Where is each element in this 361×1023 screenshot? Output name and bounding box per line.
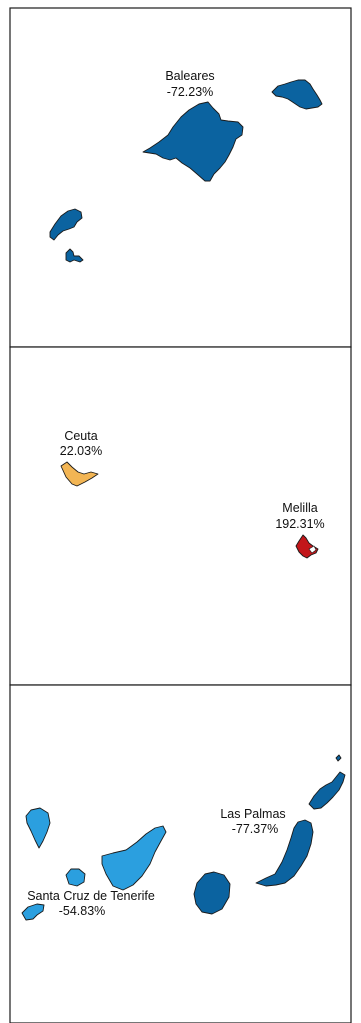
- baleares-panel-frame: [9, 7, 352, 348]
- region-baleares[interactable]: Baleares -72.23%: [49, 69, 323, 263]
- ceuta-label: Ceuta: [64, 429, 97, 443]
- region-las-palmas[interactable]: Las Palmas -77.37%: [193, 754, 346, 915]
- ceuta-melilla-panel-frame: [9, 346, 352, 686]
- menorca-shape: [271, 79, 323, 110]
- gran-canaria-shape: [193, 871, 231, 915]
- baleares-value: -72.23%: [167, 85, 214, 99]
- formentera-shape: [65, 248, 84, 263]
- las-palmas-value: -77.37%: [232, 822, 279, 836]
- melilla-value: 192.31%: [275, 517, 324, 531]
- region-ceuta[interactable]: Ceuta 22.03%: [60, 429, 102, 487]
- santa-cruz-value: -54.83%: [59, 904, 106, 918]
- lanzarote-shape: [308, 771, 346, 810]
- las-palmas-label: Las Palmas: [220, 807, 285, 821]
- melilla-port-notch: [308, 545, 317, 554]
- la-gomera-shape: [65, 868, 86, 887]
- region-melilla[interactable]: Melilla 192.31%: [275, 501, 325, 559]
- baleares-label: Baleares: [165, 69, 214, 83]
- tenerife-shape: [101, 825, 167, 891]
- ceuta-value: 22.03%: [60, 444, 102, 458]
- la-graciosa-shape: [335, 754, 342, 762]
- mallorca-shape: [142, 101, 244, 182]
- el-hierro-shape: [21, 903, 45, 921]
- la-palma-shape: [25, 807, 51, 849]
- fuerteventura-shape: [255, 819, 314, 887]
- region-santa-cruz-de-tenerife[interactable]: Santa Cruz de Tenerife -54.83%: [21, 807, 167, 921]
- ceuta-shape: [60, 461, 99, 487]
- santa-cruz-label: Santa Cruz de Tenerife: [27, 889, 155, 903]
- melilla-label: Melilla: [282, 501, 317, 515]
- ibiza-shape: [49, 208, 83, 241]
